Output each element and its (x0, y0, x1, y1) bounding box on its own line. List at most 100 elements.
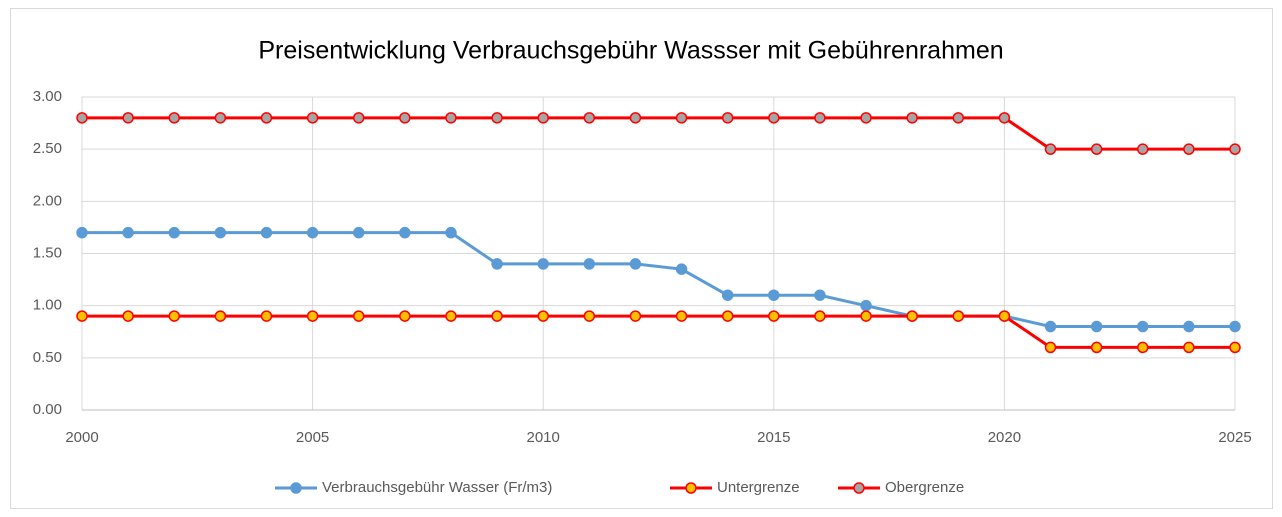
x-tick-label: 2005 (296, 429, 329, 446)
x-tick-label: 2010 (527, 429, 560, 446)
marker (952, 310, 965, 322)
marker (675, 112, 688, 124)
marker (260, 226, 273, 239)
marker (399, 226, 411, 239)
marker (76, 310, 88, 322)
marker (1044, 143, 1057, 155)
y-tick-label: 0.00 (33, 401, 62, 418)
marker (399, 112, 411, 124)
marker (1137, 143, 1149, 155)
y-tick-label: 2.00 (33, 192, 62, 209)
marker (814, 289, 826, 301)
marker (583, 310, 596, 322)
marker (768, 112, 780, 124)
marker (768, 310, 780, 322)
marker (491, 310, 503, 322)
series-line (82, 231, 1235, 329)
marker (906, 310, 918, 322)
marker (629, 112, 642, 124)
y-tick-label: 3.00 (33, 88, 62, 105)
marker (214, 226, 227, 239)
marker (1137, 341, 1149, 354)
x-tick-label: 2015 (757, 429, 790, 446)
marker (675, 310, 688, 322)
marker (306, 226, 319, 239)
marker (122, 112, 134, 124)
marker (1090, 320, 1103, 333)
x-tick-label: 2000 (65, 429, 98, 446)
marker (1044, 341, 1057, 354)
marker (122, 226, 134, 239)
y-tick-label: 2.50 (33, 140, 62, 157)
marker (1183, 143, 1195, 155)
y-tick-label: 0.50 (33, 349, 62, 366)
legend-marker (685, 482, 697, 494)
marker (76, 112, 88, 124)
marker (399, 310, 411, 322)
marker (952, 112, 965, 124)
marker (168, 310, 180, 322)
marker (721, 289, 734, 301)
x-tick-label: 2025 (1218, 429, 1251, 446)
marker (260, 310, 273, 322)
marker (906, 112, 918, 124)
marker (306, 310, 319, 322)
marker (1183, 341, 1195, 354)
marker (998, 112, 1011, 124)
marker (352, 112, 365, 124)
marker (445, 310, 457, 322)
marker (352, 226, 365, 239)
marker (445, 226, 457, 239)
legend-label: Verbrauchsgebühr Wasser (Fr/m3) (322, 479, 552, 496)
marker (768, 289, 780, 301)
legend-label: Obergrenze (885, 479, 964, 496)
marker (214, 112, 227, 124)
marker (260, 112, 273, 124)
marker (1044, 320, 1057, 333)
marker (122, 310, 134, 322)
series-line (82, 116, 1235, 151)
y-tick-label: 1.50 (33, 244, 62, 261)
legend-label: Untergrenze (717, 479, 800, 496)
marker (168, 112, 180, 124)
marker (76, 226, 88, 239)
marker (629, 258, 642, 270)
marker (814, 310, 826, 322)
marker (168, 226, 180, 239)
marker (721, 112, 734, 124)
marker (1090, 341, 1103, 354)
marker (721, 310, 734, 322)
chart-border (10, 8, 1273, 509)
marker (1229, 143, 1241, 155)
marker (537, 112, 549, 124)
marker (860, 112, 872, 124)
marker (1183, 320, 1195, 333)
marker (445, 112, 457, 124)
marker (675, 263, 688, 275)
legend-marker (853, 482, 865, 494)
marker (1229, 341, 1241, 354)
marker (583, 258, 596, 270)
marker (629, 310, 642, 322)
marker (1090, 143, 1103, 155)
marker (306, 112, 319, 124)
marker (352, 310, 365, 322)
marker (860, 299, 872, 312)
marker (998, 310, 1011, 322)
y-tick-label: 1.00 (33, 297, 62, 314)
marker (491, 112, 503, 124)
x-tick-label: 2020 (988, 429, 1021, 446)
marker (583, 112, 596, 124)
marker (537, 310, 549, 322)
marker (1137, 320, 1149, 333)
marker (491, 258, 503, 270)
marker (814, 112, 826, 124)
marker (214, 310, 227, 322)
chart-title: Preisentwicklung Verbrauchsgebühr Wassse… (258, 37, 1003, 65)
marker (537, 258, 549, 270)
legend-marker (290, 482, 302, 494)
marker (860, 310, 872, 322)
series-line (82, 314, 1235, 349)
marker (1229, 320, 1241, 333)
